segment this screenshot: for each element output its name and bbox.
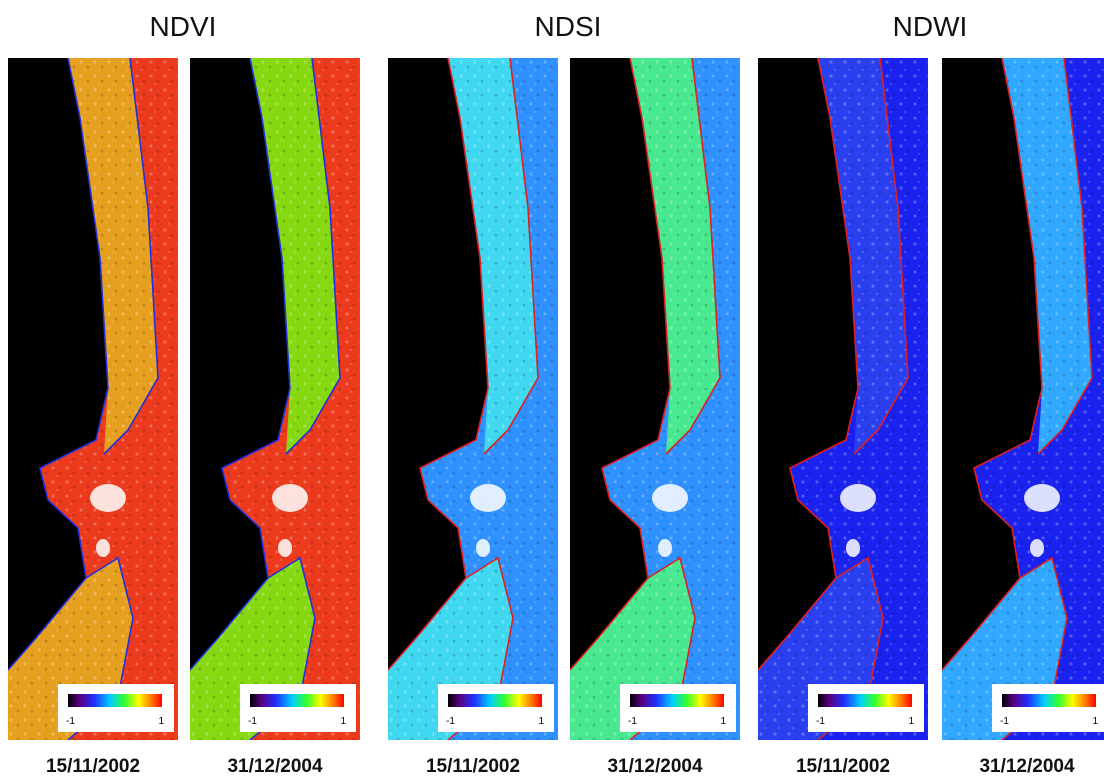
panel-group-title: NDSI: [535, 11, 602, 42]
colorbar-min-label: -1: [628, 716, 637, 727]
colorbar-box: [58, 684, 174, 732]
texture: [758, 58, 928, 740]
colorbar: [448, 694, 542, 707]
colorbar-box: [808, 684, 924, 732]
colorbar: [630, 694, 724, 707]
colorbar-box: [240, 684, 356, 732]
panel-date: 15/11/2002: [426, 756, 520, 777]
panel-content: -1 1: [758, 58, 928, 740]
panel-content: -1 1: [8, 58, 178, 740]
bright-patch: [96, 539, 110, 557]
colorbar-max-label: 1: [720, 716, 726, 727]
panel-content: -1 1: [388, 58, 558, 740]
colorbar-box: [620, 684, 736, 732]
colorbar-max-label: 1: [908, 716, 914, 727]
bright-patch: [272, 484, 308, 512]
bright-patch: [846, 539, 860, 557]
panel-content: -1 1: [190, 58, 360, 740]
colorbar-box: [992, 684, 1104, 732]
colorbar-max-label: 1: [1092, 716, 1098, 727]
map-panel: -1 1: [942, 58, 1104, 740]
panel-date: 15/11/2002: [796, 756, 890, 777]
bright-patch: [652, 484, 688, 512]
panel-content: -1 1: [570, 58, 740, 740]
panel-date: 31/12/2004: [979, 756, 1075, 777]
bright-patch: [840, 484, 876, 512]
bright-patch: [476, 539, 490, 557]
bright-patch: [1030, 539, 1044, 557]
panel-group-title: NDWI: [893, 11, 968, 42]
colorbar-max-label: 1: [340, 716, 346, 727]
colorbar: [250, 694, 344, 707]
colorbar-min-label: -1: [248, 716, 257, 727]
texture: [570, 58, 740, 740]
colorbar-min-label: -1: [1000, 716, 1009, 727]
colorbar-min-label: -1: [816, 716, 825, 727]
bright-patch: [1024, 484, 1060, 512]
colorbar-max-label: 1: [158, 716, 164, 727]
colorbar: [818, 694, 912, 707]
colorbar-box: [438, 684, 554, 732]
bright-patch: [470, 484, 506, 512]
bright-patch: [658, 539, 672, 557]
colorbar: [68, 694, 162, 707]
bright-patch: [90, 484, 126, 512]
map-panel: -1 1: [758, 58, 928, 740]
texture: [388, 58, 558, 740]
colorbar: [1002, 694, 1096, 707]
bright-patch: [278, 539, 292, 557]
colorbar-min-label: -1: [66, 716, 75, 727]
colorbar-max-label: 1: [538, 716, 544, 727]
panel-content: -1 1: [942, 58, 1104, 740]
map-panel: -1 1: [190, 58, 360, 740]
texture: [8, 58, 178, 740]
panel-date: 15/11/2002: [46, 756, 140, 777]
texture: [190, 58, 360, 740]
panel-group-title: NDVI: [150, 11, 217, 42]
map-panel: -1 1: [570, 58, 740, 740]
panel-date: 31/12/2004: [607, 756, 703, 777]
texture: [942, 58, 1104, 740]
map-panel: -1 1: [8, 58, 178, 740]
colorbar-min-label: -1: [446, 716, 455, 727]
panel-date: 31/12/2004: [227, 756, 323, 777]
map-panel: -1 1: [388, 58, 558, 740]
